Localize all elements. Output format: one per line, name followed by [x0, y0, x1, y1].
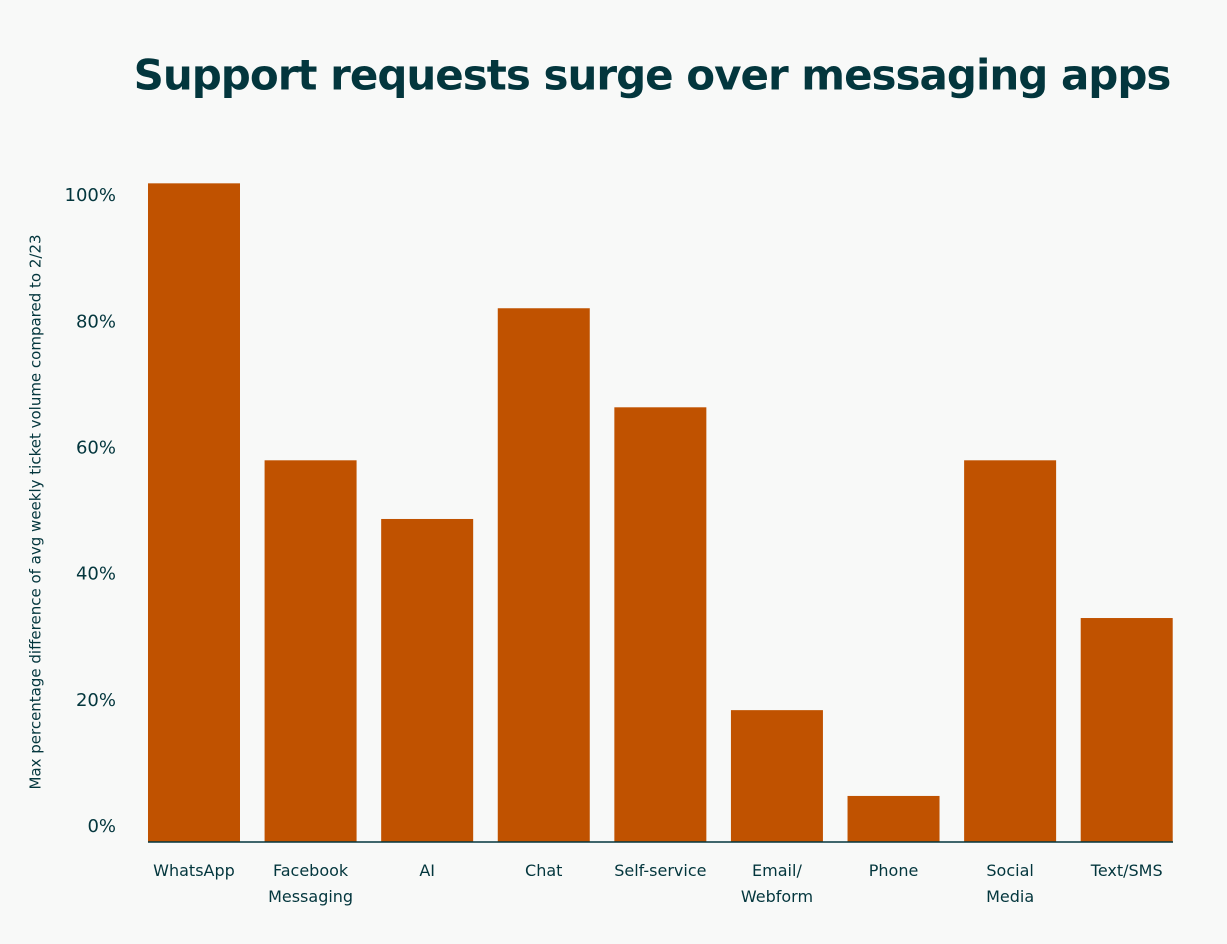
x-tick-label: Social Media — [986, 861, 1035, 906]
y-tick-label: 40% — [76, 564, 116, 585]
x-tick-label: Self-service — [614, 861, 707, 880]
x-tick-label: Chat — [525, 861, 563, 880]
x-tick-label: Text/SMS — [1090, 861, 1163, 880]
x-tick-label: AI — [419, 861, 435, 880]
bar — [730, 710, 823, 842]
x-tick-label: WhatsApp — [153, 861, 235, 880]
bar — [264, 460, 357, 842]
x-tick-label: Email/ Webform — [740, 861, 814, 906]
y-axis-label: Max percentage difference of avg weekly … — [27, 234, 45, 789]
y-tick-label: 60% — [76, 437, 116, 458]
bar — [1080, 618, 1173, 842]
y-tick-label: 100% — [65, 185, 116, 206]
bar — [847, 795, 940, 842]
y-tick-label: 80% — [76, 311, 116, 332]
x-tick-label: Facebook Messaging — [268, 861, 354, 906]
bar — [381, 518, 474, 842]
chart-title: Support requests surge over messaging ap… — [134, 51, 1171, 100]
bar — [614, 407, 707, 842]
bar — [964, 460, 1057, 842]
bar — [497, 308, 590, 842]
bar — [147, 183, 240, 842]
y-tick-label: 20% — [76, 690, 116, 711]
y-tick-label: 0% — [87, 816, 116, 837]
x-tick-label: Phone — [868, 861, 919, 880]
